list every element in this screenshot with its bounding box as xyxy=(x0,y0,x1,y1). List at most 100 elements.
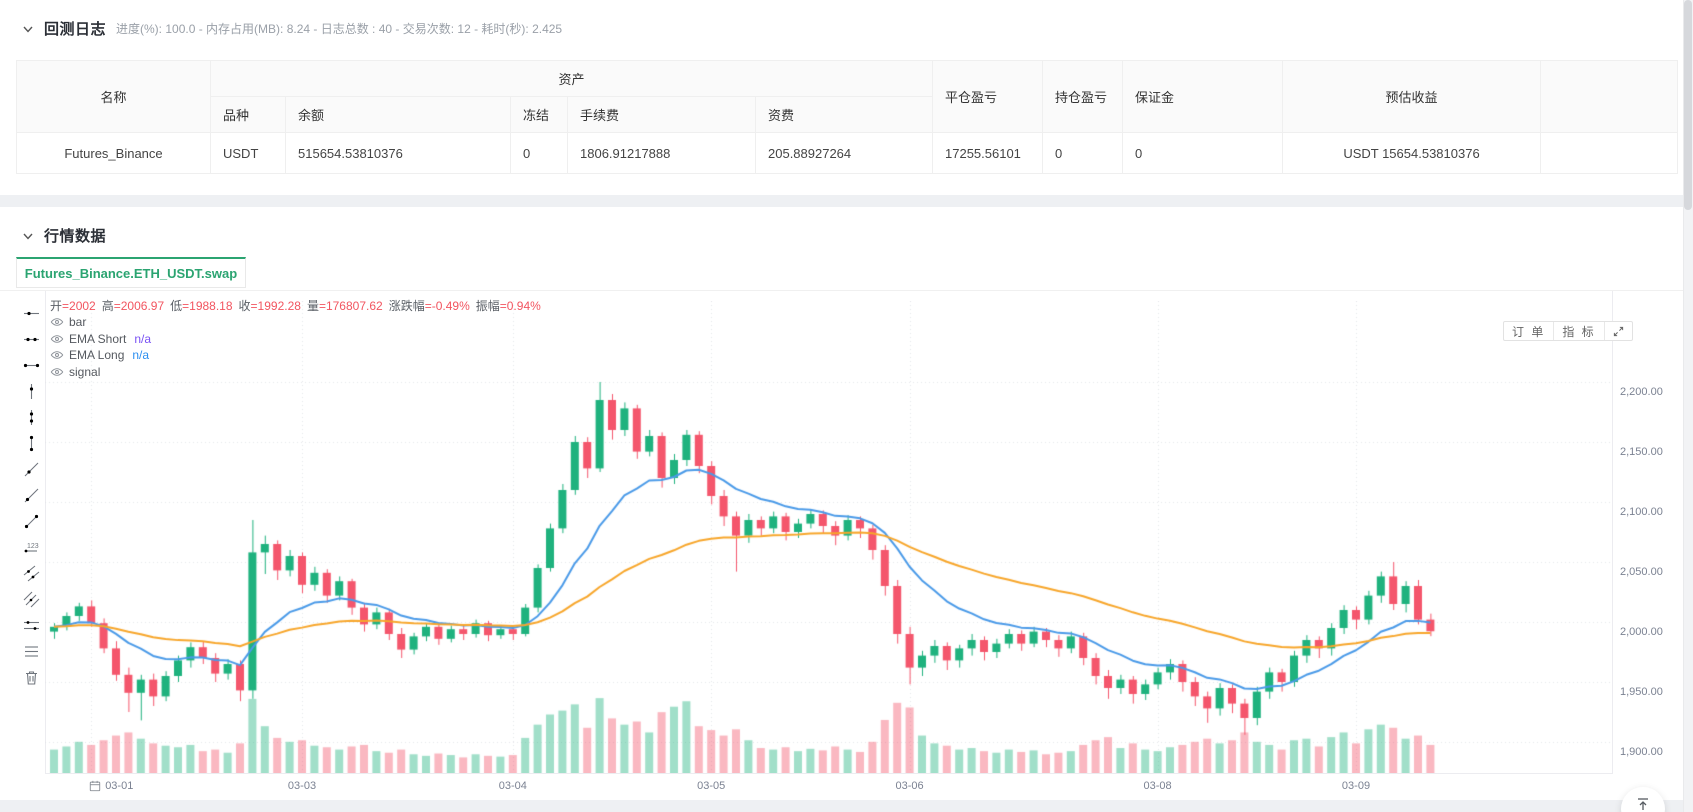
y-axis-label: 2,000.00 xyxy=(1620,626,1663,638)
collapse-chevron-icon[interactable] xyxy=(22,23,34,35)
cell-variety: USDT xyxy=(210,132,286,174)
vertical-line-icon[interactable] xyxy=(23,409,40,426)
ohlc-legend-item: 低=1988.18 xyxy=(170,299,233,313)
fullscreen-icon xyxy=(1613,326,1623,336)
cell-fee: 1806.91217888 xyxy=(567,132,756,174)
y-axis-label: 2,100.00 xyxy=(1620,506,1663,518)
col-header-filler xyxy=(1540,60,1678,133)
legend-series-bar: bar xyxy=(50,314,547,331)
col-header-margin: 保证金 xyxy=(1122,60,1283,133)
chart-buttons: 订 单 指 标 xyxy=(1503,321,1633,341)
delete-icon[interactable] xyxy=(23,669,40,686)
y-axis-label: 1,900.00 xyxy=(1620,746,1663,758)
market-data-header: 行情数据 xyxy=(0,207,1693,256)
cell-name: Futures_Binance xyxy=(16,132,211,174)
backtest-log-header: 回测日志 进度(%): 100.0 - 内存占用(MB): 8.24 - 日志总… xyxy=(0,0,1693,49)
ohlc-legend-item: 振幅=0.94% xyxy=(475,299,541,313)
diagonal-segment-icon[interactable] xyxy=(23,513,40,530)
series-label: EMA Short xyxy=(69,331,127,346)
cell-balance: 515654.53810376 xyxy=(285,132,511,174)
collapse-chevron-icon[interactable] xyxy=(22,230,34,242)
parallel-ray-icon[interactable] xyxy=(23,565,40,582)
plot-bottom-border xyxy=(45,773,1613,774)
cell-funding: 205.88927264 xyxy=(755,132,933,174)
x-axis-label: 03-06 xyxy=(895,780,924,792)
x-axis-label: 03-09 xyxy=(1341,780,1371,792)
diagonal-ray-icon[interactable] xyxy=(23,461,40,478)
series-value: n/a xyxy=(132,348,150,363)
chart-region: 123 开=2002 高=2006.97 低=1988.18 收=1992.28 量=1… xyxy=(0,290,1693,800)
legend-series-signal: signal xyxy=(50,364,547,381)
diagonal-line-icon[interactable] xyxy=(23,487,40,504)
y-axis-label: 1,950.00 xyxy=(1620,686,1663,698)
cell-filler xyxy=(1540,132,1678,174)
fib-lines-icon[interactable] xyxy=(23,643,40,660)
market-data-title: 行情数据 xyxy=(44,228,107,245)
ohlc-legend-item: 高=2006.97 xyxy=(101,299,165,313)
eye-icon[interactable] xyxy=(50,332,64,346)
col-header-closed-pnl: 平仓盈亏 xyxy=(932,60,1043,133)
legend-series-ema-long: EMA Long n/a xyxy=(50,347,547,364)
col-header-funding: 资费 xyxy=(755,96,933,133)
bottom-band xyxy=(0,800,1693,812)
eye-icon[interactable] xyxy=(50,348,64,362)
x-axis-label: 03-08 xyxy=(1143,780,1172,792)
y-axis-label: 2,050.00 xyxy=(1620,566,1663,578)
col-header-fee: 手续费 xyxy=(567,96,756,133)
eye-icon[interactable] xyxy=(50,365,64,379)
eye-icon[interactable] xyxy=(50,315,64,329)
col-header-est-profit: 预估收益 xyxy=(1282,60,1541,133)
vertical-ray-icon[interactable] xyxy=(23,383,40,400)
y-axis-label: 2,150.00 xyxy=(1620,446,1663,458)
x-axis-label: 03-01 xyxy=(89,780,133,792)
fullscreen-button[interactable] xyxy=(1603,322,1632,340)
vertical-segment-icon[interactable] xyxy=(23,435,40,452)
ohlc-legend-line: 开=2002 高=2006.97 低=1988.18 收=1992.28 量=17680… xyxy=(50,297,547,314)
backtest-result-table: 名称 资产 平仓盈亏 持仓盈亏 保证金 预估收益 品种 余额 冻结 手续费 资费… xyxy=(16,60,1678,174)
horizontal-line-icon[interactable] xyxy=(23,331,40,348)
x-axis-label: 03-04 xyxy=(498,780,527,792)
drawing-toolbar: 123 xyxy=(20,305,42,686)
chart-legend: 开=2002 高=2006.97 低=1988.18 收=1992.28 量=17680… xyxy=(50,297,547,380)
candlestick-chart[interactable] xyxy=(45,301,1612,773)
col-header-name: 名称 xyxy=(16,60,211,133)
market-data-section: 行情数据 Futures_Binance.ETH_USDT.swap 123 开… xyxy=(0,207,1693,792)
ohlc-legend-item: 量=176807.62 xyxy=(306,299,383,313)
price-note-icon[interactable]: 123 xyxy=(23,539,40,556)
col-header-position-pnl: 持仓盈亏 xyxy=(1042,60,1123,133)
col-header-variety: 品种 xyxy=(210,96,286,133)
x-axis-label: 03-05 xyxy=(697,780,726,792)
ohlc-legend-item: 涨跌幅=-0.49% xyxy=(388,299,470,313)
col-header-frozen: 冻结 xyxy=(510,96,568,133)
cell-position-pnl: 0 xyxy=(1042,132,1123,174)
x-axis-label: 03-03 xyxy=(287,780,317,792)
cell-frozen: 0 xyxy=(510,132,568,174)
series-label: bar xyxy=(69,315,87,330)
horizontal-segment-icon[interactable] xyxy=(23,357,40,374)
legend-series-ema-short: EMA Short n/a xyxy=(50,331,547,348)
parallel-lines-icon[interactable] xyxy=(23,591,40,608)
orders-button[interactable]: 订 单 xyxy=(1512,324,1546,339)
y-axis-label: 2,200.00 xyxy=(1620,386,1663,398)
horizontal-ray-icon[interactable] xyxy=(23,305,40,322)
col-header-asset-group: 资产 xyxy=(210,60,933,97)
tab-futures-binance-eth-usdt-swap[interactable]: Futures_Binance.ETH_USDT.swap xyxy=(16,257,246,288)
price-channel-icon[interactable] xyxy=(23,617,40,634)
back-to-top-icon xyxy=(1638,798,1648,810)
cell-margin: 0 xyxy=(1122,132,1283,174)
cell-est-profit: USDT 15654.53810376 xyxy=(1282,132,1541,174)
ohlc-legend-item: 开=2002 xyxy=(50,299,96,313)
x-axis: 03-01 03-03 03-04 03-05 03-06 03-08 03-09 xyxy=(45,777,1613,797)
section-divider xyxy=(0,195,1693,207)
backtest-stats: 进度(%): 100.0 - 内存占用(MB): 8.24 - 日志总数 : 4… xyxy=(116,22,563,36)
indicators-button[interactable]: 指 标 xyxy=(1553,322,1603,340)
cell-closed-pnl: 17255.56101 xyxy=(932,132,1043,174)
scrollbar-thumb[interactable] xyxy=(1684,0,1692,210)
series-label: signal xyxy=(69,364,101,379)
table-row: Futures_Binance USDT 515654.53810376 0 1… xyxy=(16,132,1678,174)
ohlc-legend-item: 收=1992.28 xyxy=(238,299,301,313)
page-scrollbar[interactable] xyxy=(1683,0,1693,812)
plot-right-border xyxy=(1612,291,1613,773)
series-label: EMA Long xyxy=(69,348,125,363)
